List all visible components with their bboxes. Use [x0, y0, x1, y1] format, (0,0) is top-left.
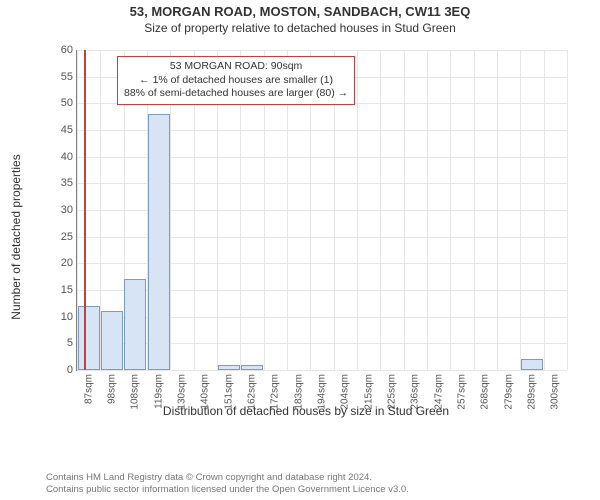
- gridline-v: [427, 50, 428, 370]
- y-tick: 0: [67, 364, 73, 376]
- gridline-v: [380, 50, 381, 370]
- gridline-v: [474, 50, 475, 370]
- y-tick: 55: [61, 71, 73, 83]
- histogram-bar: [148, 114, 170, 370]
- histogram-bar: [78, 306, 100, 370]
- page-subtitle: Size of property relative to detached ho…: [0, 19, 600, 35]
- histogram-bar: [218, 365, 240, 370]
- gridline-v: [497, 50, 498, 370]
- y-tick: 5: [67, 337, 73, 349]
- y-tick: 25: [61, 231, 73, 243]
- y-tick: 30: [61, 204, 73, 216]
- gridline-h: [77, 370, 567, 371]
- y-tick: 15: [61, 284, 73, 296]
- histogram-bar: [124, 279, 146, 370]
- gridline-v: [404, 50, 405, 370]
- footer: Contains HM Land Registry data © Crown c…: [46, 472, 580, 496]
- gridline-v: [450, 50, 451, 370]
- x-tick: 87sqm: [83, 374, 94, 404]
- y-tick: 20: [61, 257, 73, 269]
- y-tick: 50: [61, 97, 73, 109]
- footer-line-1: Contains HM Land Registry data © Crown c…: [46, 472, 580, 484]
- annotation-line-2: ← 1% of detached houses are smaller (1): [124, 74, 348, 88]
- annotation-line-3: 88% of semi-detached houses are larger (…: [124, 87, 348, 101]
- plot-area: 05101520253035404550556087sqm98sqm108sqm…: [76, 50, 567, 371]
- annotation-box: 53 MORGAN ROAD: 90sqm ← 1% of detached h…: [117, 56, 355, 105]
- gridline-v: [520, 50, 521, 370]
- subject-marker-line: [84, 50, 86, 370]
- histogram-bar: [241, 365, 263, 370]
- gridline-h: [77, 50, 567, 51]
- y-tick: 40: [61, 151, 73, 163]
- y-tick: 45: [61, 124, 73, 136]
- y-axis-label: Number of detached properties: [9, 154, 23, 319]
- y-tick: 10: [61, 311, 73, 323]
- gridline-v: [567, 50, 568, 370]
- x-axis-label: Distribution of detached houses by size …: [46, 404, 566, 418]
- gridline-v: [544, 50, 545, 370]
- footer-line-2: Contains public sector information licen…: [46, 484, 580, 496]
- histogram-bar: [101, 311, 123, 370]
- page-title: 53, MORGAN ROAD, MOSTON, SANDBACH, CW11 …: [0, 0, 600, 19]
- x-tick: 98sqm: [107, 374, 118, 404]
- y-tick: 35: [61, 177, 73, 189]
- chart-container: 53, MORGAN ROAD, MOSTON, SANDBACH, CW11 …: [0, 0, 600, 500]
- gridline-v: [357, 50, 358, 370]
- histogram-bar: [521, 359, 543, 370]
- y-tick: 60: [61, 44, 73, 56]
- annotation-line-1: 53 MORGAN ROAD: 90sqm: [124, 60, 348, 74]
- plot-wrap: Number of detached properties 0510152025…: [46, 50, 566, 410]
